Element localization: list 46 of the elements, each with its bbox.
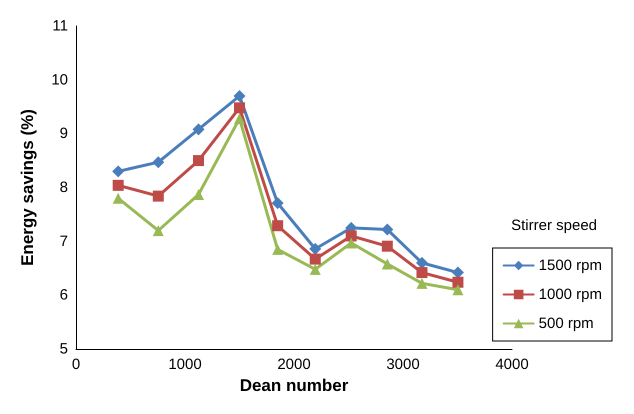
- point: [272, 220, 284, 232]
- point: [310, 264, 321, 275]
- point: [310, 254, 321, 265]
- legend-label: 1500 rpm: [538, 257, 602, 274]
- point: [346, 237, 357, 248]
- legend-label: 1000 rpm: [538, 286, 602, 303]
- point: [416, 278, 428, 289]
- x-axis-title: Dean number: [240, 376, 349, 395]
- point: [112, 165, 124, 178]
- x-tick-label: 3000: [386, 356, 420, 373]
- point: [452, 276, 464, 288]
- point: [234, 102, 245, 114]
- point: [192, 123, 205, 136]
- point: [152, 156, 164, 168]
- point: [381, 223, 394, 236]
- x-tick-label: 4000: [495, 356, 529, 373]
- y-tick-label: 7: [60, 232, 68, 250]
- point: [234, 113, 245, 124]
- x-tick-label: 1000: [168, 356, 202, 373]
- y-tick-label: 11: [52, 18, 68, 34]
- legend-title: Stirrer speed: [511, 217, 598, 234]
- point: [346, 230, 357, 242]
- y-tick-label: 6: [60, 286, 68, 304]
- point: [452, 284, 464, 296]
- y-axis-title: Energy savings (%): [18, 109, 37, 266]
- x-tick-label: 2000: [277, 356, 311, 373]
- point: [382, 258, 393, 270]
- point: [382, 240, 393, 252]
- point: [416, 267, 428, 278]
- point: [416, 256, 428, 269]
- y-tick-label: 8: [60, 179, 68, 196]
- point: [272, 197, 284, 210]
- legend-label: 500 rpm: [538, 315, 594, 332]
- point: [193, 189, 204, 200]
- point: [112, 192, 124, 204]
- point: [272, 244, 284, 255]
- point: [152, 225, 164, 236]
- point: [309, 242, 322, 255]
- point: [152, 190, 164, 202]
- point: [234, 90, 246, 102]
- y-tick-label: 5: [60, 340, 68, 358]
- point: [193, 155, 204, 166]
- point: [112, 180, 124, 191]
- y-tick-label: 10: [51, 71, 68, 88]
- y-tick-label: 9: [60, 125, 68, 142]
- x-tick-label: 0: [72, 356, 80, 373]
